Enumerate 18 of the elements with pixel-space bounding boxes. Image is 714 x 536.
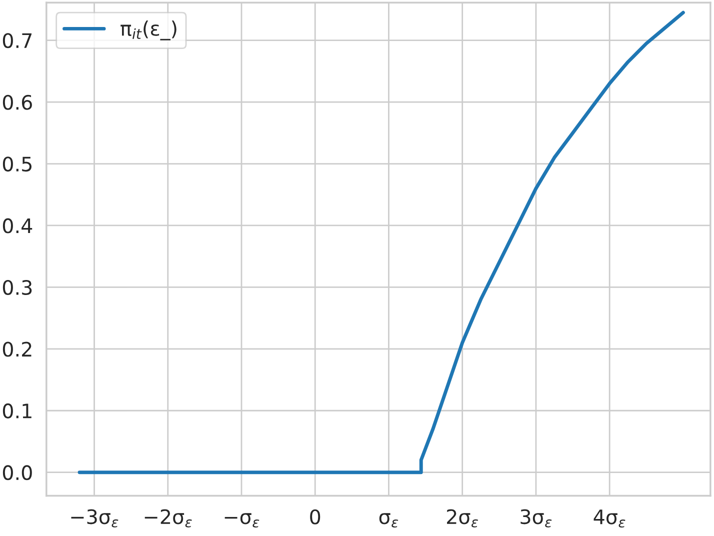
y-tick-label: 0.6 [2,94,32,110]
y-tick-label: 0.7 [2,33,32,48]
y-tick-label: 0.3 [2,280,32,296]
y-tick-label: 0.4 [2,218,32,234]
y-tick-label: 0.2 [2,342,32,357]
y-tick-label: 0.5 [2,156,32,172]
y-tick-label: 0.1 [2,403,32,418]
line-series [78,10,685,474]
legend-label: π$_{it}$(ε_) [120,20,176,40]
x-tick-label: 0 [310,509,320,524]
x-tick-label: σ$_{ε}$ [379,513,398,528]
x-tick-label: −σ$_{ε}$ [224,513,260,528]
x-tick-label: 3σ$_{ε}$ [520,509,552,528]
x-tick-label: −2σ$_{ε}$ [144,509,192,528]
x-tick-label: 2σ$_{ε}$ [447,509,478,528]
y-tick-label: 0.0 [2,465,32,480]
x-tick-label: 4σ$_{ε}$ [594,510,626,528]
x-tick-label: −3σ$_{ε}$ [71,509,118,528]
